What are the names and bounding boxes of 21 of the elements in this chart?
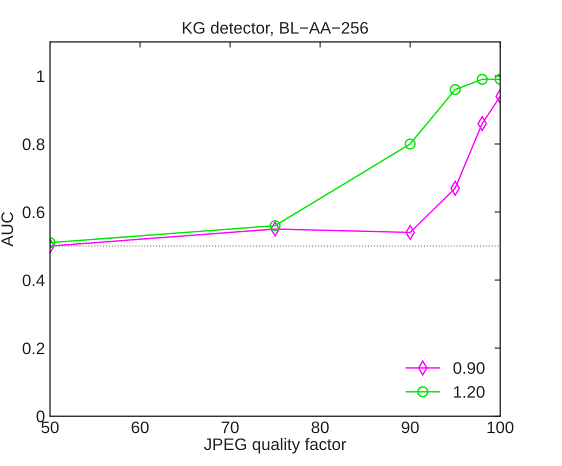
x-tick-label: 60	[132, 421, 149, 434]
point	[270, 220, 281, 232]
x-axis-title: JPEG quality factor	[204, 438, 346, 454]
y-tick-label: 0.2	[22, 342, 44, 354]
y-tick-label: 1	[37, 70, 44, 82]
legend-label: 1.20	[454, 386, 485, 398]
point	[476, 74, 488, 85]
y-tick-label: 0.4	[22, 274, 45, 286]
point	[450, 84, 461, 96]
chart-title: KG detector, BL−AA−256	[182, 22, 368, 36]
x-tick-label: 100	[488, 421, 514, 434]
x-tick-label: 90	[402, 421, 419, 434]
x-tick-label: 50	[41, 421, 59, 434]
y-tick-label: 0.6	[22, 206, 44, 218]
x-tick-label: 80	[312, 421, 329, 434]
y-axis-title: AUC	[1, 212, 14, 247]
legend-label: 0.90	[453, 362, 485, 374]
x-tick-label: 70	[222, 421, 239, 434]
y-tick-label: 0.8	[22, 138, 44, 150]
point	[404, 138, 416, 150]
y-tick-label: 0	[36, 410, 45, 422]
